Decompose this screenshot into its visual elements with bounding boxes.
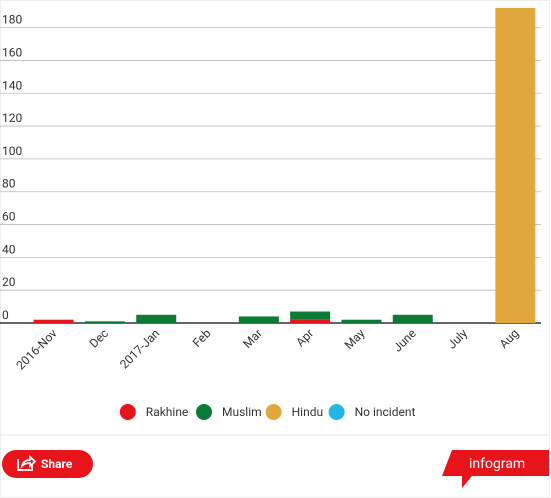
bar <box>290 319 331 323</box>
bar <box>495 7 536 324</box>
legend-swatch <box>119 404 136 420</box>
share-button[interactable]: Share <box>2 450 93 478</box>
share-icon <box>17 454 37 471</box>
brand-label[interactable]: infogram <box>469 456 525 472</box>
legend-swatch <box>265 404 282 420</box>
y-tick-label: 160 <box>2 45 22 59</box>
y-tick-label: 120 <box>2 111 22 125</box>
legend-label: Muslim <box>222 405 262 419</box>
bar <box>290 311 331 320</box>
y-tick-label: 100 <box>2 144 22 158</box>
bar <box>33 319 74 323</box>
bar <box>392 314 433 323</box>
share-bg[interactable] <box>2 450 93 478</box>
y-tick-label: 180 <box>2 13 22 27</box>
legend-label: Rakhine <box>146 405 189 419</box>
bar <box>238 316 279 323</box>
legend-swatch <box>196 404 212 420</box>
brand-bg <box>442 450 549 488</box>
y-tick-label: 60 <box>2 210 16 224</box>
legend-swatch <box>328 404 345 420</box>
y-tick-label: 20 <box>2 275 16 289</box>
y-tick-label: 40 <box>2 242 16 256</box>
legend-label: Hindu <box>292 405 324 419</box>
brand[interactable]: infogram <box>442 450 549 488</box>
bar <box>84 321 125 323</box>
bar <box>136 314 177 323</box>
share-label[interactable]: Share <box>41 457 73 471</box>
legend-label: No incident <box>355 405 416 419</box>
y-tick-label: 140 <box>2 78 22 92</box>
bar <box>341 319 382 323</box>
y-tick-label: 0 <box>2 308 9 322</box>
y-tick-label: 80 <box>2 177 16 191</box>
